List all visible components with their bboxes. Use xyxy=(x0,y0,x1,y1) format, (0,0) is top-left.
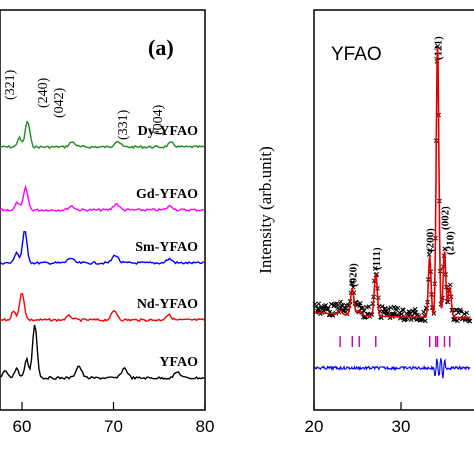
y-axis-label: Intensity (arb.unit) xyxy=(256,146,275,273)
left-series-group: Dy-YFAO Gd-YFAO Sm-YFAO Nd-YFAO YFAO xyxy=(0,120,205,381)
annotation-240: (240) xyxy=(36,77,51,108)
calculated-line xyxy=(314,47,471,319)
legend-label-gd-yfao: Gd-YFAO xyxy=(136,187,198,202)
peak-label-210: (210) xyxy=(445,231,457,255)
left-tick-label-70: 70 xyxy=(104,417,123,436)
left-tick-label-80: 80 xyxy=(196,417,215,436)
series-line-sm-yfao xyxy=(0,230,205,266)
series-line-dy-yfao xyxy=(0,120,205,150)
right-tick-label-20: 20 xyxy=(305,417,324,436)
panel-b: YFAO Intensity (arb.unit) (020) (111) (200… xyxy=(256,9,474,436)
calculated-group xyxy=(314,47,471,319)
peak-label-002: (002) xyxy=(440,206,452,230)
peak-label-121: (121) xyxy=(433,36,445,60)
panel-a-frame xyxy=(0,9,206,411)
series-line-gd-yfao xyxy=(0,184,205,213)
annotation-004: (004) xyxy=(151,104,166,135)
left-tick-label-60: 60 xyxy=(13,417,32,436)
panel-a-label: (a) xyxy=(148,35,174,60)
annotation-331: (331) xyxy=(116,109,131,140)
panel-b-frame xyxy=(313,9,474,411)
difference-line xyxy=(314,358,471,379)
annotation-042: (042) xyxy=(52,87,67,118)
peak-label-020: (020) xyxy=(347,263,359,287)
panel-a: (a) (321) (240) (042) (331) (004) Dy-YFA… xyxy=(0,9,215,436)
legend-label-dy-yfao: Dy-YFAO xyxy=(138,124,199,139)
observed-points xyxy=(312,43,473,324)
peak-label-111: (111) xyxy=(371,247,383,270)
legend-label-nd-yfao: Nd-YFAO xyxy=(137,297,198,312)
peak-labels-group: (020) (111) (200) (121) (002)(210) xyxy=(347,36,456,287)
bragg-marks-group xyxy=(339,336,451,347)
difference-group xyxy=(314,358,471,379)
series-line-yfao xyxy=(0,324,205,381)
left-x-ticks: 60 70 80 xyxy=(13,402,215,436)
right-x-ticks: 20 30 xyxy=(305,402,411,436)
right-tick-label-30: 30 xyxy=(392,417,411,436)
panel-b-title: YFAO xyxy=(331,44,382,65)
legend-label-sm-yfao: Sm-YFAO xyxy=(135,240,198,255)
series-line-nd-yfao xyxy=(0,292,205,323)
legend-label-yfao: YFAO xyxy=(159,355,198,370)
annotation-321: (321) xyxy=(3,69,18,100)
observed-group xyxy=(312,43,473,324)
peak-label-200: (200) xyxy=(425,228,437,252)
